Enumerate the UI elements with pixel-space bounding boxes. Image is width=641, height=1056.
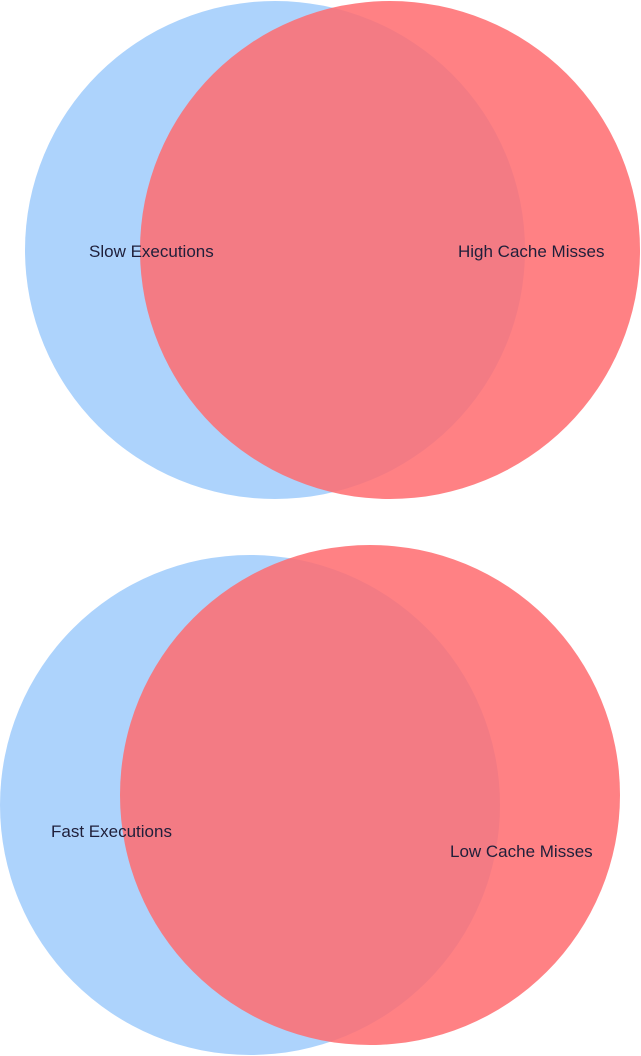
- set-circle-high-cache-misses: [140, 1, 640, 499]
- set-circle-low-cache-misses: [120, 545, 620, 1045]
- set-label-low-cache-misses: Low Cache Misses: [450, 842, 593, 861]
- venn-diagram-bottom: Fast Executions Low Cache Misses: [0, 545, 620, 1055]
- set-label-fast-executions: Fast Executions: [51, 822, 172, 841]
- set-label-high-cache-misses: High Cache Misses: [458, 242, 604, 261]
- venn-diagram-top: Slow Executions High Cache Misses: [25, 1, 640, 499]
- set-label-slow-executions: Slow Executions: [89, 242, 214, 261]
